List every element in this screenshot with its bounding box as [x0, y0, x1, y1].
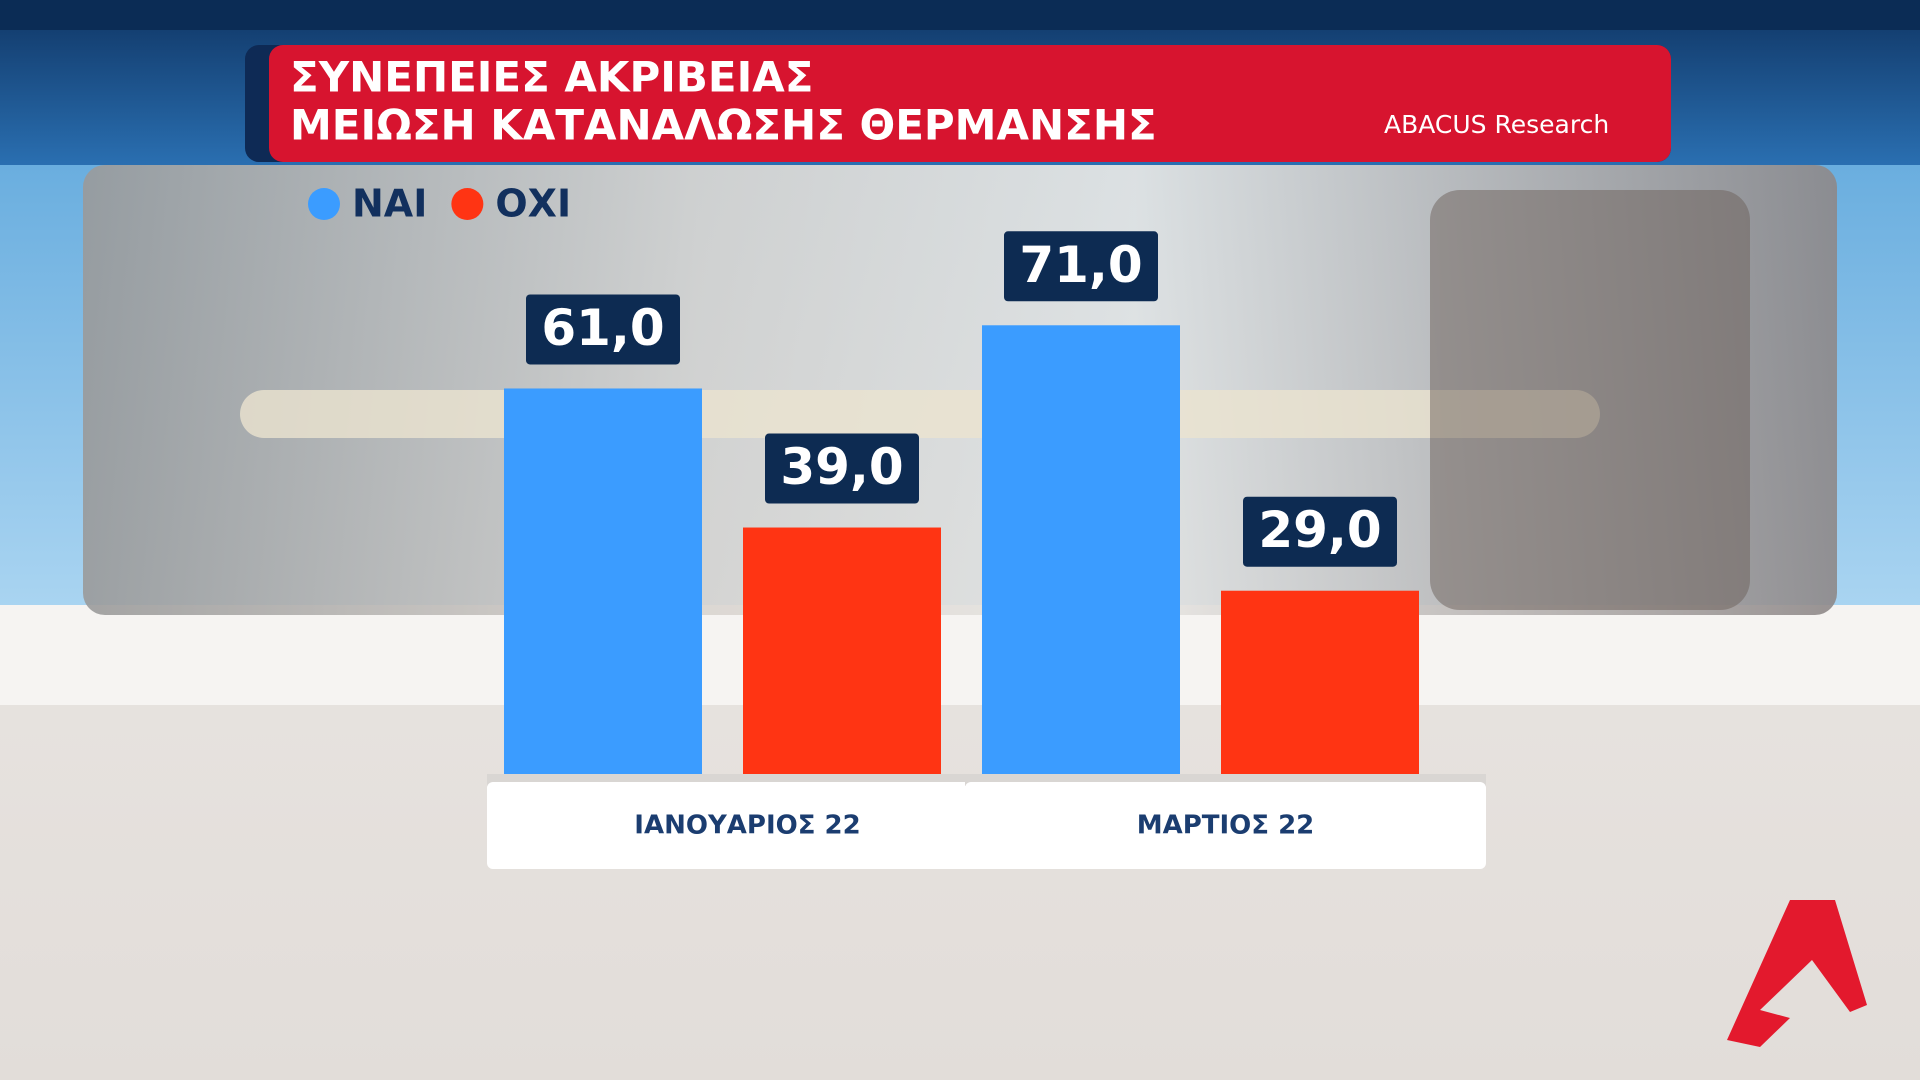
legend-label: ΟΧΙ	[495, 182, 571, 226]
value-label: 29,0	[1258, 501, 1381, 559]
value-label: 39,0	[780, 438, 903, 496]
value-label-box	[765, 433, 919, 504]
x-tick-label: ΙΑΝΟΥΑΡΙΟΣ 22	[634, 811, 860, 841]
bar	[982, 325, 1180, 774]
value-label-box	[1004, 231, 1158, 302]
bar	[743, 527, 941, 774]
x-tick-label: ΜΑΡΤΙΟΣ 22	[1137, 811, 1315, 841]
stage	[0, 605, 1920, 705]
photo-pipe	[240, 390, 1600, 438]
platform	[965, 782, 1486, 869]
legend-label: ΝΑΙ	[352, 182, 427, 226]
value-label: 61,0	[541, 299, 664, 357]
photo-figure	[1430, 190, 1750, 610]
legend-swatch	[451, 188, 484, 220]
title-line: ΣΥΝΕΠΕΙΕΣ ΑΚΡΙΒΕΙΑΣ	[290, 53, 813, 102]
legend-swatch	[308, 188, 340, 220]
logo	[1727, 900, 1867, 1047]
bar	[1221, 590, 1419, 774]
top-stripe	[0, 0, 1920, 30]
platform	[487, 782, 1008, 869]
bar	[504, 388, 702, 774]
title-box	[269, 45, 1671, 162]
value-label: 71,0	[1019, 236, 1142, 294]
value-label-box	[526, 294, 680, 365]
source: ABACUS Research	[1384, 110, 1609, 139]
value-label-box	[1243, 496, 1397, 567]
title-line: ΜΕΙΩΣΗ ΚΑΤΑΝΑΛΩΣΗΣ ΘΕΡΜΑΝΣΗΣ	[290, 101, 1157, 150]
